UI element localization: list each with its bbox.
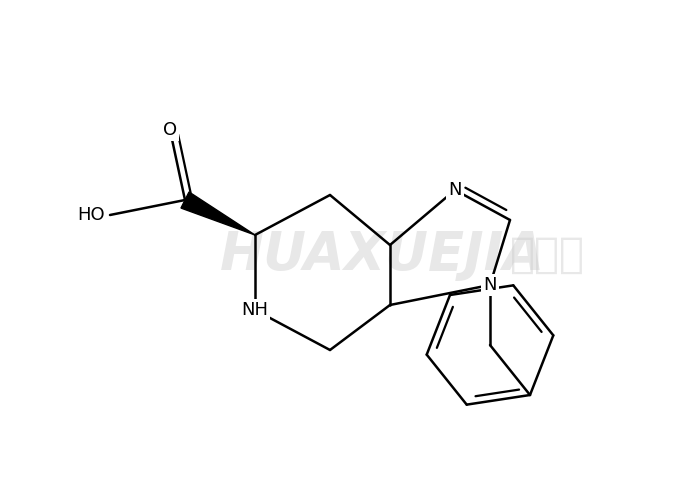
- Text: HUAXUEJIA: HUAXUEJIA: [220, 229, 545, 281]
- Text: N: N: [448, 181, 462, 199]
- Text: 化学加: 化学加: [510, 234, 585, 276]
- Text: NH: NH: [242, 301, 268, 319]
- Text: O: O: [163, 121, 177, 139]
- Polygon shape: [181, 192, 255, 235]
- Text: N: N: [483, 276, 497, 294]
- Text: HO: HO: [78, 206, 105, 224]
